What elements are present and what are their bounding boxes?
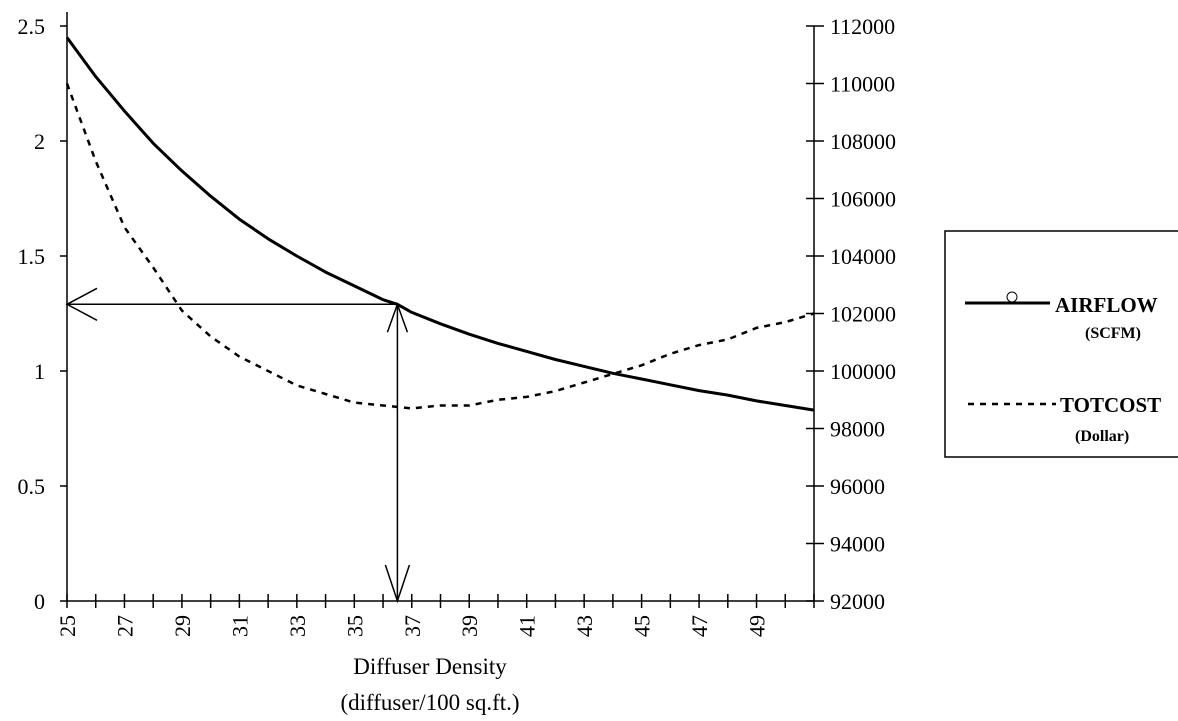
y-right-tick-label: 94000 — [830, 532, 885, 557]
y-right-tick-label: 92000 — [830, 589, 885, 614]
x-axis-title-units: (diffuser/100 sq.ft.) — [340, 690, 519, 715]
y-right-tick-label: 96000 — [830, 474, 885, 499]
x-tick-label: 47 — [687, 615, 712, 637]
y-right-tick-label: 102000 — [830, 302, 896, 327]
y-right-tick-label: 110000 — [830, 72, 895, 97]
legend-airflow-marker-icon — [1006, 291, 1018, 303]
x-tick-label: 39 — [457, 615, 482, 637]
x-tick-label: 41 — [515, 615, 540, 637]
x-tick-label: 45 — [630, 615, 655, 637]
y-right-tick-label: 106000 — [830, 187, 896, 212]
legend: AIRFLOW (SCFM) TOTCOST (Dollar) — [944, 230, 1178, 458]
y-left-tick-label: 0.5 — [18, 474, 46, 499]
x-axis-title: Diffuser Density — [353, 654, 507, 679]
legend-totcost-unit: (Dollar) — [1075, 428, 1129, 445]
legend-airflow-label: AIRFLOW — [1055, 293, 1158, 317]
x-tick-label: 25 — [55, 615, 80, 637]
arrowhead-up-icon — [386, 302, 409, 333]
x-tick-label: 29 — [170, 615, 195, 637]
x-tick-label: 49 — [745, 615, 770, 637]
x-tick-label: 43 — [572, 615, 597, 637]
arrowhead-down-icon — [384, 564, 411, 604]
arrowhead-left-icon — [65, 287, 98, 321]
y-left-tick-label: 2 — [34, 129, 45, 154]
series-lines — [65, 36, 815, 412]
legend-airflow-unit: (SCFM) — [1085, 325, 1141, 342]
x-tick-label: 27 — [112, 615, 137, 637]
y-right-tick-label: 108000 — [830, 129, 896, 154]
y-right-tick-label: 112000 — [830, 14, 895, 39]
series-line-airflow — [65, 36, 815, 412]
x-tick-label: 31 — [227, 615, 252, 637]
y-right-tick-label: 98000 — [830, 417, 885, 442]
axes: 0 0.5 1 1.5 2 2.5 92000 94000 96000 98000 100000 10… — [18, 12, 896, 637]
y-right-tick-label: 100000 — [830, 359, 896, 384]
series-line-totcost — [65, 83, 815, 410]
y-left-tick-label: 0 — [34, 589, 45, 614]
y-left-tick-label: 1 — [34, 359, 45, 384]
x-tick-label: 37 — [400, 615, 425, 637]
legend-totcost-label: TOTCOST — [1060, 393, 1161, 417]
x-tick-label: 33 — [285, 615, 310, 637]
y-right-tick-label: 104000 — [830, 244, 896, 269]
y-left-tick-label: 1.5 — [18, 244, 46, 269]
y-left-tick-label: 2.5 — [18, 14, 46, 39]
annotation-arrows — [65, 287, 411, 604]
x-tick-label: 35 — [342, 615, 367, 637]
legend-box — [944, 230, 1178, 458]
